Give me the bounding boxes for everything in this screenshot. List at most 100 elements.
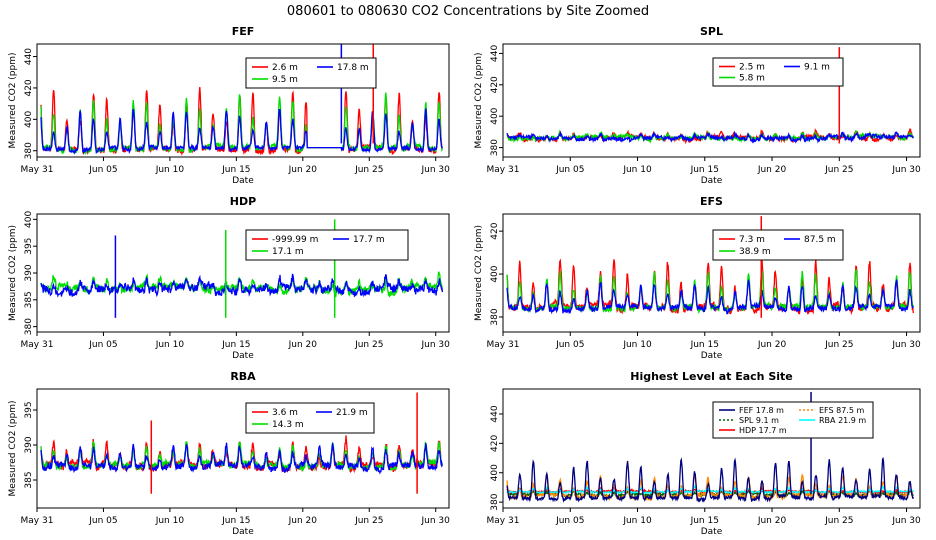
legend-label: 17.8 m [337,63,369,73]
x-tick-label: Jun 30 [891,516,921,526]
y-tick-label: 380 [24,142,34,159]
x-tick-label: Jun 20 [288,340,318,350]
legend-label: 9.5 m [272,75,298,85]
series-line [40,273,444,298]
series-line [40,108,443,155]
x-tick-label: Jun 15 [221,516,250,526]
x-tick-label: Jun 30 [421,516,451,526]
x-tick-label: Jun 05 [555,516,584,526]
legend-box [712,401,874,439]
legend-label: 38.9 m [739,247,771,257]
y-tick-label: 380 [490,493,500,510]
y-axis-label: Measured CO2 (ppm) [474,225,484,321]
panel-title: FEF [232,25,255,38]
panel-rba: RBA 385 390 395 Measured CO2 (ppm) May 31 Jun … [8,370,450,537]
x-tick-label: Jun 15 [690,165,719,175]
panel-highest-level-at-each-site: Highest Level at Each Site 380 400 420 440 Ma… [487,370,921,537]
y-tick-label: 420 [490,76,500,93]
x-tick-label: Jun 15 [221,165,250,175]
y-tick-label: 420 [24,79,34,96]
x-tick-label: Jun 20 [288,516,318,526]
series-line [506,130,914,144]
x-tick-label: Jun 20 [757,516,787,526]
panel-fef: FEF 380 400 420 440 Measured CO2 (ppm) May 31 J… [8,25,450,186]
x-axis-label: Date [232,351,254,361]
x-tick-label: May 31 [487,516,520,526]
y-tick-label: 400 [490,464,500,481]
panel-efs: EFS 380 400 420 Measured CO2 (ppm) May 31 Jun … [474,195,921,361]
x-tick-label: Jun 30 [891,165,921,175]
x-tick-label: Jun 05 [88,340,117,350]
legend: 2.6 m 9.5 m 17.8 m [245,57,377,89]
series-line [506,456,914,503]
x-axis-label: Date [701,176,723,186]
y-tick-label: 380 [490,308,500,325]
x-tick-label: May 31 [21,165,54,175]
x-tick-label: Jun 25 [354,165,383,175]
legend: -999.99 m 17.1 m 17.7 m [245,229,409,261]
x-tick-label: Jun 20 [757,165,787,175]
y-tick-label: 385 [24,471,34,488]
legend-label: 5.8 m [739,74,765,84]
x-tick-label: Jun 25 [824,340,853,350]
y-tick-label: 395 [24,401,34,418]
legend-box [712,229,844,261]
y-axis-label: Measured CO2 (ppm) [8,53,18,149]
x-tick-label: Jun 20 [757,340,787,350]
x-tick-label: Jun 25 [354,516,383,526]
legend-label: 17.1 m [272,247,304,257]
panel-hdp: HDP 380 385 390 395 400 Measured CO2 (ppm) May … [8,195,450,361]
y-tick-label: 420 [490,222,500,239]
legend-box [245,57,377,89]
x-tick-label: Jun 15 [690,340,719,350]
legend-box [712,57,844,87]
x-tick-label: Jun 10 [155,165,185,175]
legend-box [245,229,409,261]
legend: 7.3 m 38.9 m 87.5 m [712,229,844,261]
x-tick-label: Jun 10 [622,165,652,175]
x-tick-label: Jun 15 [221,340,250,350]
x-tick-label: Jun 15 [690,516,719,526]
legend-label: RBA 21.9 m [819,416,866,425]
y-tick-label: 400 [24,110,34,127]
legend-label: 14.3 m [272,420,304,430]
x-tick-label: Jun 30 [891,340,921,350]
x-tick-label: Jun 30 [421,340,451,350]
y-tick-label: 440 [490,45,500,62]
x-tick-label: Jun 05 [88,165,117,175]
x-axis-label: Date [701,527,723,537]
y-tick-label: 400 [490,265,500,282]
legend-label: 21.9 m [336,408,368,418]
x-axis-label: Date [701,351,723,361]
legend-label: 87.5 m [804,235,836,245]
panel-title: Highest Level at Each Site [630,370,793,383]
panel-spl: SPL 380 400 420 440 Measured CO2 (ppm) May 31 J… [474,25,921,186]
y-tick-label: 390 [24,436,34,453]
x-tick-label: May 31 [487,340,520,350]
y-tick-label: 385 [24,291,34,308]
y-axis-label: Measured CO2 (ppm) [474,53,484,149]
x-tick-label: May 31 [487,165,520,175]
x-tick-label: Jun 10 [622,340,652,350]
legend-label: 3.6 m [272,408,298,418]
legend-label: HDP 17.7 m [739,426,787,435]
legend-label: -999.99 m [272,235,318,245]
legend-label: 2.6 m [272,63,298,73]
panel-title: RBA [230,370,256,383]
y-tick-label: 380 [24,318,34,335]
x-tick-label: Jun 25 [354,340,383,350]
x-tick-label: Jun 25 [824,516,853,526]
x-tick-label: Jun 10 [155,340,185,350]
x-tick-label: Jun 25 [824,165,853,175]
legend-label: 7.3 m [739,235,765,245]
y-tick-label: 440 [24,48,34,65]
plot-frame [36,388,450,509]
legend-label: 2.5 m [739,63,765,73]
x-tick-label: Jun 30 [421,165,451,175]
plot-frame [502,213,921,333]
legend-box [245,402,375,434]
x-tick-label: Jun 05 [555,340,584,350]
x-tick-label: Jun 20 [288,165,318,175]
